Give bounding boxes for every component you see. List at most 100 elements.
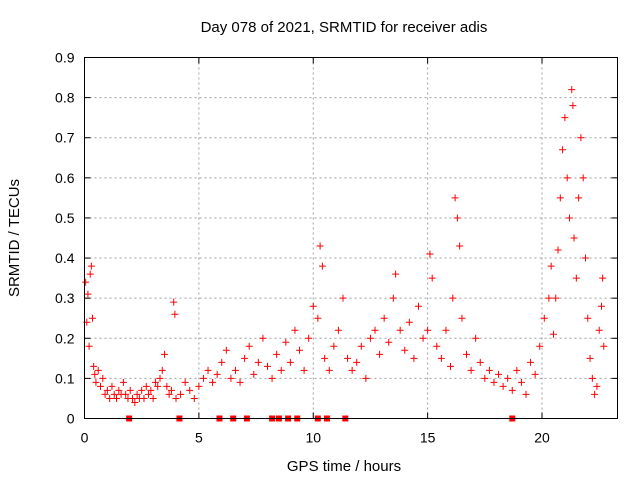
data-point	[490, 378, 498, 386]
data-point	[419, 334, 427, 342]
plot-frame	[84, 57, 618, 419]
data-point	[531, 370, 539, 378]
data-point	[449, 294, 457, 302]
y-axis: 0 0.1 0.2 0.3 0.4 0.5 0.6 0.7 0.8 0.9	[55, 50, 618, 427]
data-point	[161, 350, 169, 358]
data-point	[472, 334, 480, 342]
data-point	[581, 254, 589, 262]
data-point	[588, 374, 596, 382]
data-point	[572, 274, 580, 282]
data-point	[463, 350, 471, 358]
data-point	[92, 378, 100, 386]
data-point	[357, 342, 365, 350]
data-point	[396, 326, 404, 334]
x-tick-label: 10	[305, 430, 321, 446]
y-tick-label: 0.3	[55, 290, 75, 306]
y-tick-label: 0.9	[55, 50, 75, 66]
data-point	[316, 242, 324, 250]
data-point	[508, 386, 516, 394]
data-point	[158, 366, 166, 374]
data-point	[149, 394, 157, 402]
data-point	[334, 326, 342, 334]
data-point	[101, 390, 109, 398]
data-point	[213, 370, 221, 378]
data-point	[115, 386, 123, 394]
x-tick-label: 15	[420, 430, 436, 446]
data-point	[277, 366, 285, 374]
data-point	[167, 386, 175, 394]
data-point	[90, 362, 98, 370]
data-point	[330, 342, 338, 350]
data-point	[599, 274, 607, 282]
data-point	[314, 314, 322, 322]
data-point	[84, 290, 92, 298]
data-point	[156, 374, 164, 382]
data-point	[565, 214, 573, 222]
data-point	[131, 398, 139, 406]
data-point	[305, 334, 313, 342]
data-point	[113, 394, 121, 402]
data-point	[552, 294, 560, 302]
data-point	[282, 338, 290, 346]
data-point	[476, 358, 484, 366]
data-point	[126, 386, 134, 394]
data-point	[195, 382, 203, 390]
data-point	[89, 314, 97, 322]
data-point	[456, 242, 464, 250]
data-point	[371, 326, 379, 334]
y-axis-title: SRMTID / TECUs	[6, 179, 23, 297]
data-point	[547, 262, 555, 270]
data-point	[556, 194, 564, 202]
data-point	[392, 270, 400, 278]
data-point	[147, 386, 155, 394]
data-point	[481, 374, 489, 382]
data-point	[318, 262, 326, 270]
data-point	[344, 354, 352, 362]
data-point	[595, 326, 603, 334]
data-point	[129, 394, 137, 402]
data-point	[442, 326, 450, 334]
data-point	[504, 374, 512, 382]
data-point	[353, 358, 361, 366]
data-points	[82, 86, 608, 406]
data-point	[250, 370, 258, 378]
data-point	[87, 262, 95, 270]
data-point	[485, 366, 493, 374]
data-point	[171, 310, 179, 318]
data-point	[522, 390, 530, 398]
data-point	[222, 346, 230, 354]
data-point	[110, 390, 118, 398]
data-point	[536, 342, 544, 350]
data-point	[291, 326, 299, 334]
data-point	[172, 394, 180, 402]
data-point	[177, 390, 185, 398]
data-point	[204, 366, 212, 374]
data-point	[570, 234, 578, 242]
grid-lines	[84, 57, 618, 419]
y-tick-label: 0.6	[55, 170, 75, 186]
data-point	[453, 214, 461, 222]
data-point	[433, 342, 441, 350]
data-point	[575, 194, 583, 202]
data-point	[568, 86, 576, 94]
data-point	[165, 390, 173, 398]
data-point	[259, 334, 267, 342]
data-point	[264, 362, 272, 370]
y-tick-label: 0.1	[55, 370, 75, 386]
x-tick-label: 0	[81, 430, 89, 446]
data-point	[142, 382, 150, 390]
data-point	[451, 194, 459, 202]
data-point	[426, 250, 434, 258]
data-point	[236, 378, 244, 386]
data-point	[296, 346, 304, 354]
data-point	[97, 382, 105, 390]
data-point	[154, 382, 162, 390]
data-point	[527, 358, 535, 366]
y-tick-label: 0.2	[55, 330, 75, 346]
data-point	[186, 386, 194, 394]
y-tick-label: 0.5	[55, 210, 75, 226]
data-point	[563, 174, 571, 182]
data-point	[231, 366, 239, 374]
data-point	[245, 342, 253, 350]
data-point	[414, 302, 422, 310]
